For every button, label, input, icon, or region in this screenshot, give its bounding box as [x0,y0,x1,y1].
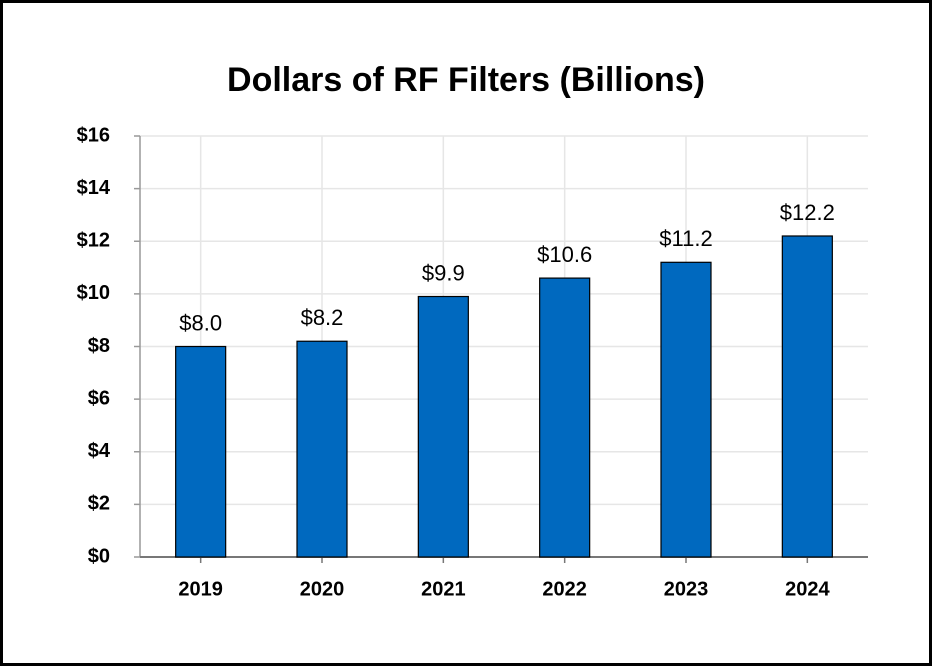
x-tick-label: 2023 [664,578,709,600]
y-tick-label: $10 [77,282,110,304]
value-label: $11.2 [659,226,712,251]
value-label: $8.2 [301,305,344,330]
y-tick-label: $14 [77,177,111,199]
bar [781,235,833,558]
value-label: $9.9 [422,260,465,285]
x-tick-label: 2019 [178,578,223,600]
chart-title: Dollars of RF Filters (Billions) [227,61,705,99]
bar [296,340,348,558]
value-label: $8.0 [179,310,222,335]
x-tick-label: 2021 [421,578,466,600]
y-tick-label: $12 [77,230,110,252]
y-tick-label: $4 [88,440,111,462]
bar [417,295,469,558]
x-tick-label: 2020 [300,578,345,600]
bar [539,277,591,558]
y-tick-label: $0 [88,545,110,567]
value-label: $12.2 [780,200,835,225]
bar [175,345,227,558]
x-tick-label: 2022 [542,578,587,600]
y-tick-label: $2 [88,493,110,515]
y-tick-label: $6 [88,387,110,409]
y-tick-label: $8 [88,335,110,357]
bar [660,261,712,558]
value-label: $10.6 [537,242,592,267]
y-tick-label: $16 [77,124,110,146]
x-tick-label: 2024 [785,578,830,600]
